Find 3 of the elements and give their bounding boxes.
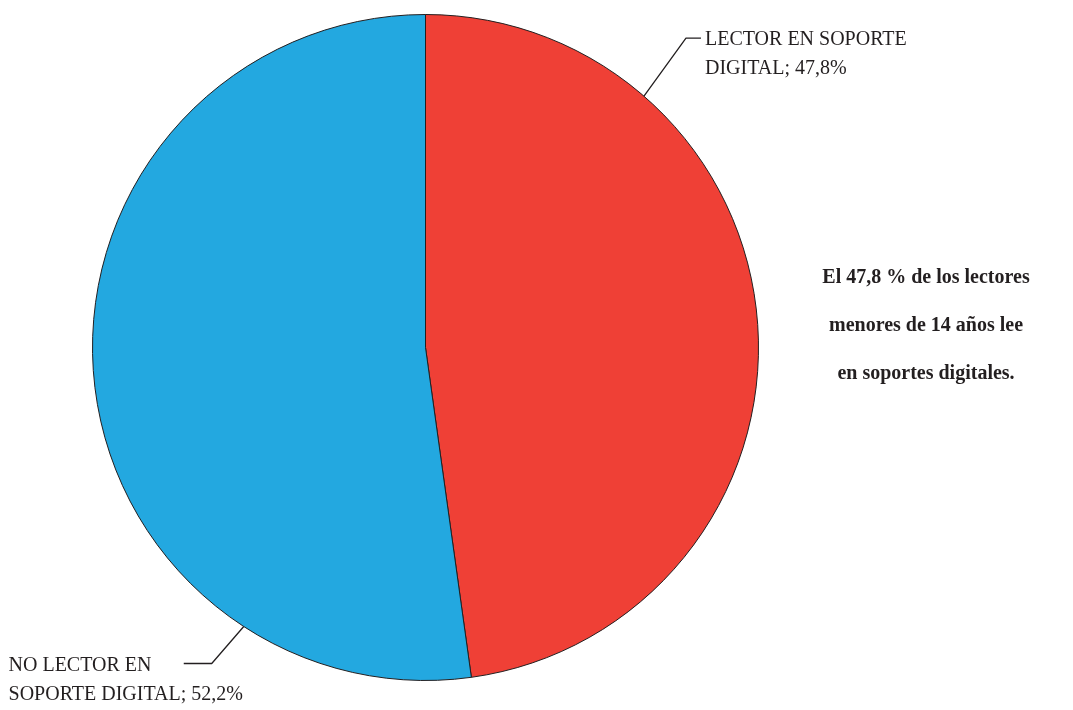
slice-label: NO LECTOR EN SOPORTE DIGITAL; 52,2%	[8, 652, 243, 704]
text: El 47,8 % de los lectores menores de 14 años lee en soportes digitales.	[822, 264, 1030, 383]
slice-label: LECTOR EN SOPORTE DIGITAL; 47,8%	[704, 27, 907, 79]
